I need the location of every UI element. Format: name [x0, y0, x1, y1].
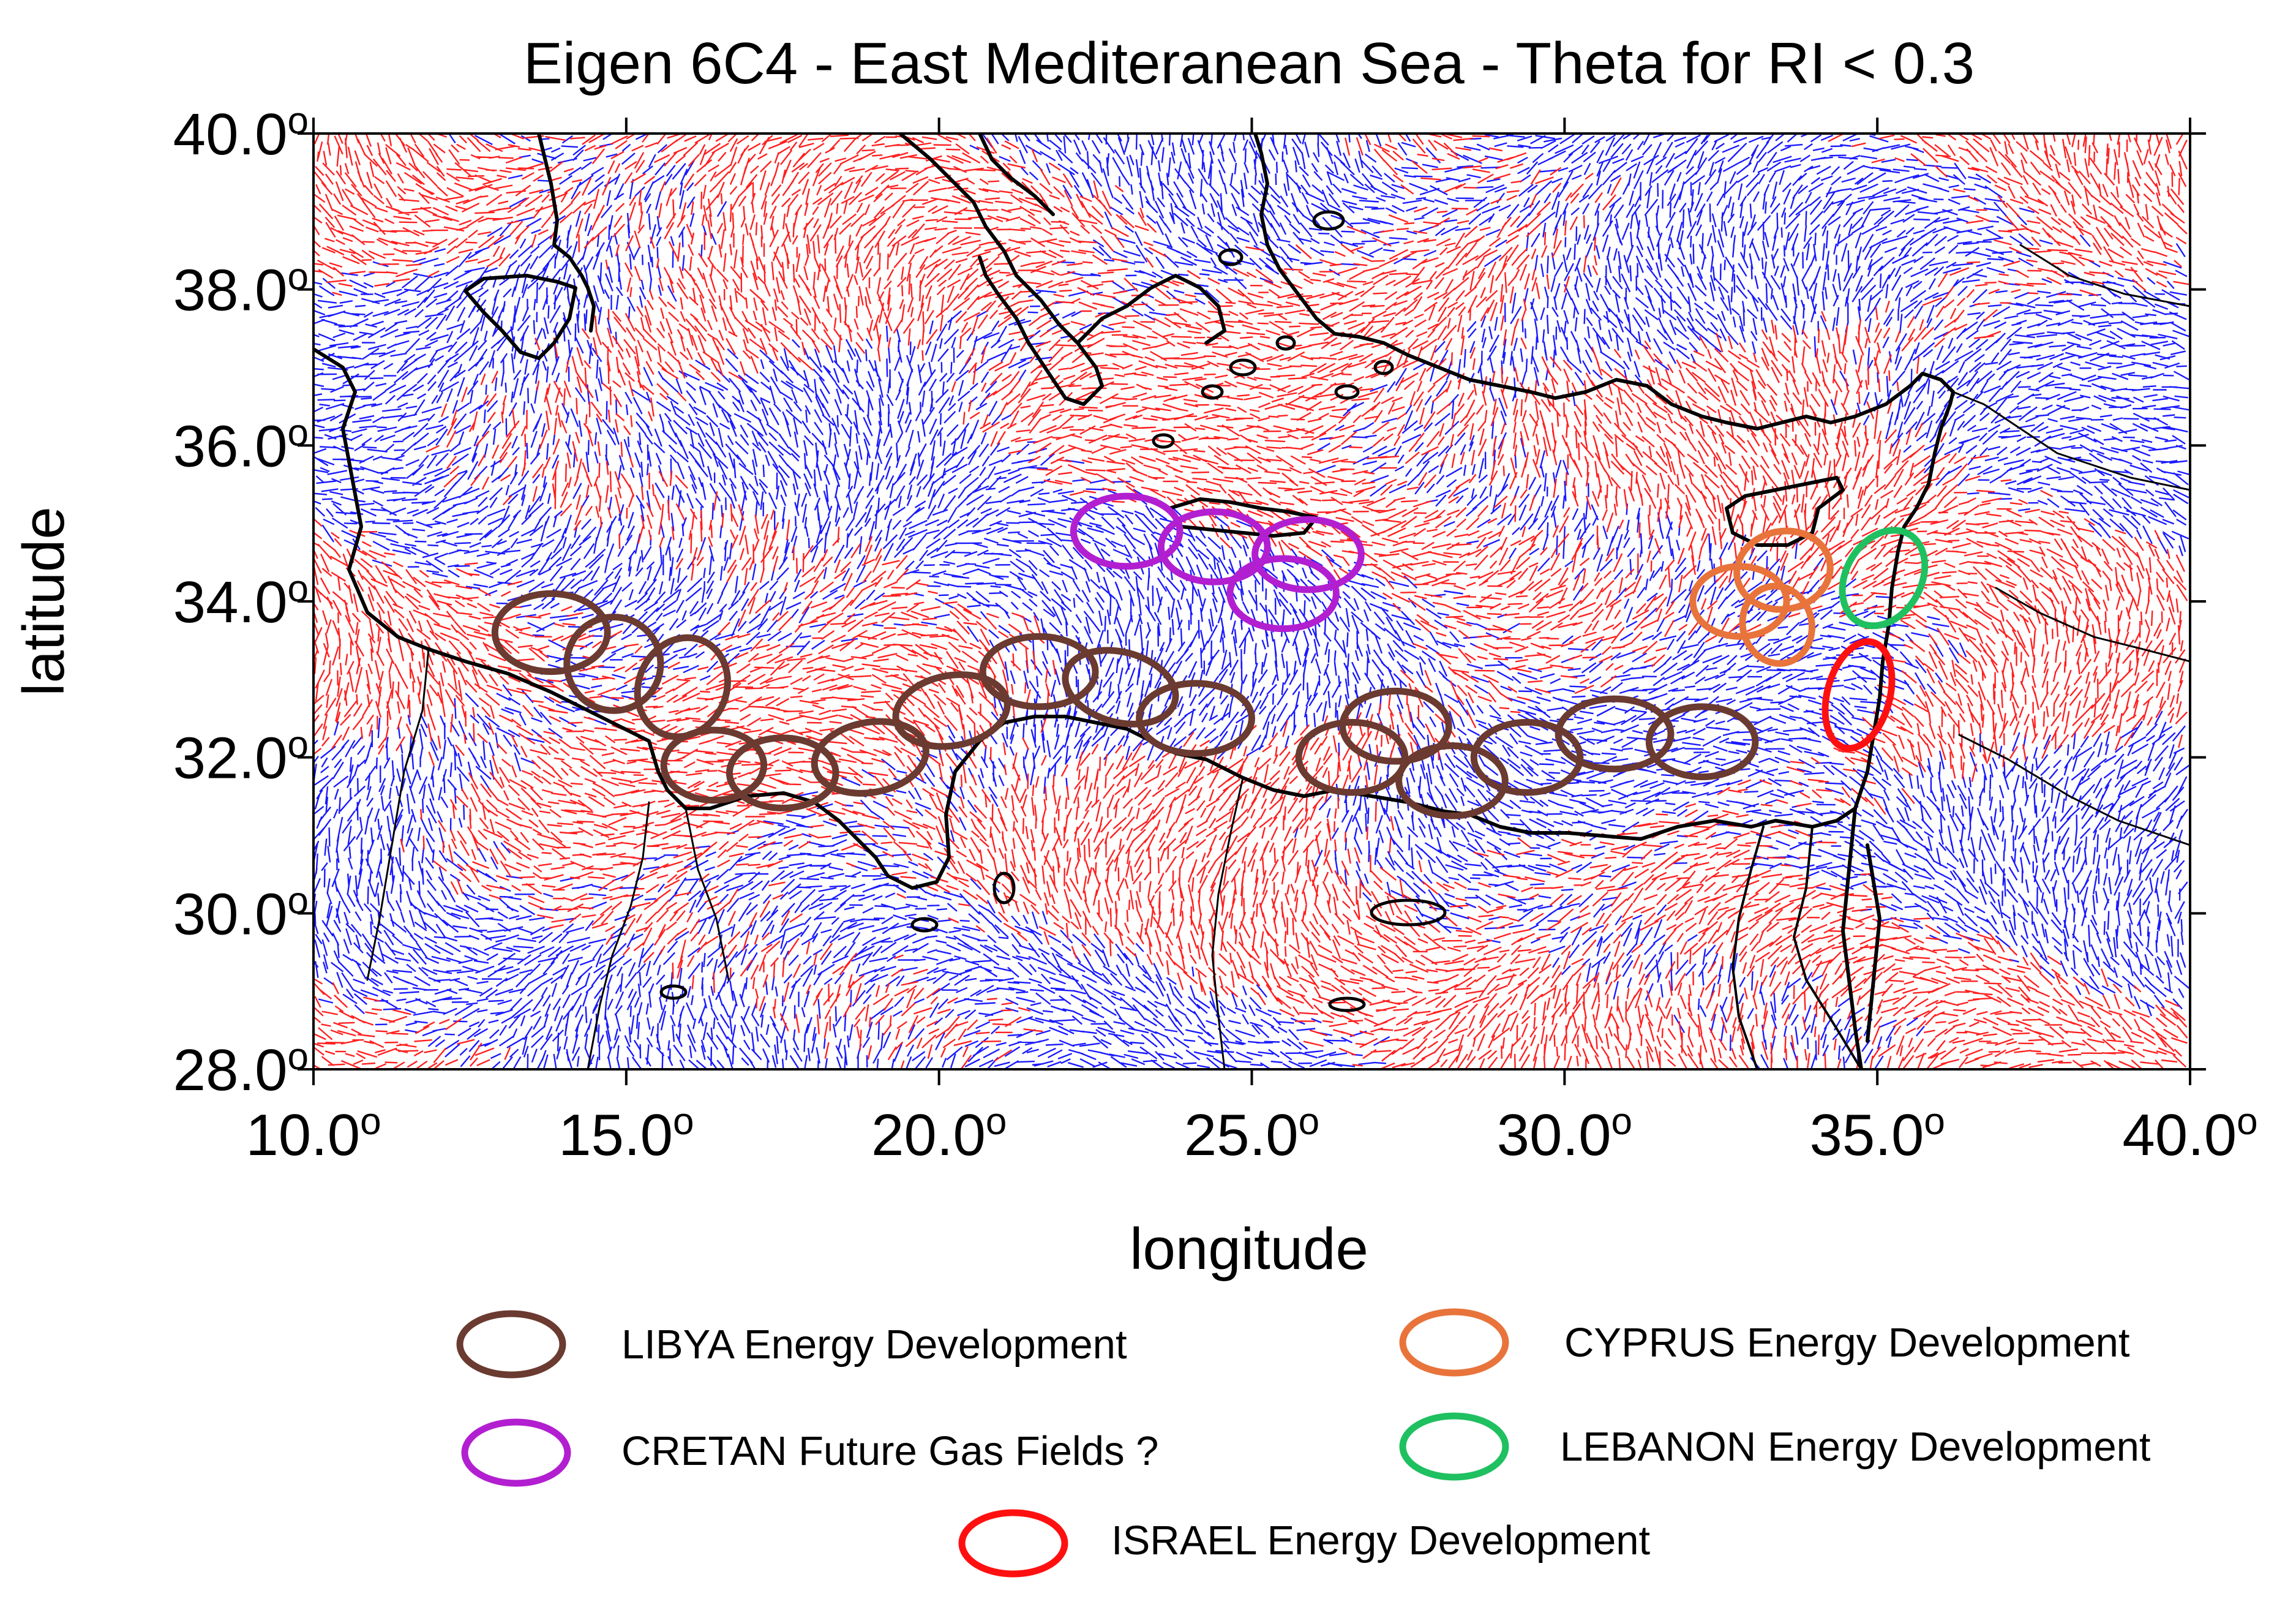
cyprus-zone-ellipse	[1739, 582, 1815, 667]
legend-label: LIBYA Energy Development	[621, 1322, 1127, 1368]
libya-zone-ellipse	[979, 633, 1099, 710]
coast-greece	[898, 134, 1226, 406]
libya-zone-ellipse	[491, 590, 611, 676]
island	[910, 917, 939, 933]
island	[659, 984, 688, 1000]
plot-background	[313, 134, 2190, 1069]
libya-zone-ellipse	[634, 634, 731, 740]
island	[1370, 898, 1447, 927]
coast-turkey	[1253, 134, 1704, 418]
libya-zone-ellipse	[1062, 647, 1179, 728]
coast-nile	[1731, 826, 1863, 1069]
y-tick-label: 30.0o	[173, 879, 309, 947]
island	[1218, 248, 1244, 266]
theta-vector-field	[313, 134, 2190, 1069]
legend-label: ISRAEL Energy Development	[1111, 1518, 1651, 1564]
cretan-zone-ellipse	[1251, 516, 1365, 593]
libya-zone-ellipse	[1555, 695, 1675, 773]
figure-title: Eigen 6C4 - East Mediteranean Sea - Thet…	[523, 31, 1975, 96]
x-tick-label: 20.0o	[871, 1101, 1007, 1168]
x-tick-label: 35.0o	[1810, 1101, 1945, 1168]
legend-swatch	[456, 1310, 566, 1379]
negative-theta-strokes	[313, 134, 2190, 1069]
cretan-zone-ellipse	[1157, 508, 1271, 585]
legend-label: CRETAN Future Gas Fields ?	[621, 1428, 1158, 1474]
island	[1275, 335, 1296, 351]
cretan-zone-ellipse	[1070, 492, 1184, 570]
legend-swatch	[461, 1418, 571, 1487]
island	[1201, 384, 1224, 400]
x-axis-label: longitude	[1130, 1216, 1368, 1282]
y-tick-label: 32.0o	[173, 724, 309, 791]
y-tick-label: 36.0o	[173, 412, 309, 479]
x-tick-label: 30.0o	[1497, 1101, 1632, 1168]
coast-crete	[1168, 497, 1318, 538]
x-tick-label: 15.0o	[558, 1101, 694, 1168]
y-tick-label: 28.0o	[173, 1036, 309, 1103]
x-tick-label: 10.0o	[246, 1101, 381, 1168]
island	[1334, 384, 1360, 400]
libya-zone-ellipse	[1645, 703, 1759, 780]
island	[1152, 433, 1175, 449]
legend-swatch	[1399, 1308, 1509, 1377]
y-tick-label: 40.0o	[173, 100, 309, 167]
axis-ticks: 10.0o 15.0o 20.0o 25.0o 30.0o 35.0o 40.0o 40.0o…	[173, 100, 2258, 1168]
legend-swatch	[958, 1509, 1068, 1578]
lebanon-zone-ellipse	[1839, 527, 1929, 630]
rivers-borders	[366, 244, 2190, 1069]
y-axis-label: latitude	[11, 506, 77, 696]
libya-zone-ellipse	[1395, 742, 1509, 819]
legend: LIBYA Energy Development CYPRUS Energy De…	[456, 1308, 2151, 1578]
legend-label: LEBANON Energy Development	[1560, 1424, 2151, 1470]
island	[1229, 358, 1257, 377]
island	[992, 871, 1016, 905]
libya-zone-ellipse	[1295, 718, 1409, 796]
y-tick-label: 38.0o	[173, 256, 309, 323]
island	[1373, 359, 1394, 375]
x-tick-label: 40.0o	[2122, 1101, 2257, 1168]
legend-label: CYPRUS Energy Development	[1564, 1320, 2130, 1366]
coast-north-africa	[313, 347, 1857, 890]
coast-sicily	[463, 274, 577, 360]
libya-zone-ellipse	[660, 726, 768, 804]
y-tick-label: 34.0o	[173, 568, 309, 635]
libya-zone-ellipse	[726, 734, 839, 811]
coast-sinai	[1841, 807, 1881, 1069]
libya-zone-ellipse	[563, 613, 664, 714]
libya-zone-ellipse	[1136, 680, 1256, 757]
x-tick-label: 25.0o	[1184, 1101, 1319, 1168]
cretan-zone-ellipse	[1226, 555, 1340, 633]
israel-zone-ellipse	[1821, 638, 1896, 752]
energy-zones	[491, 492, 1929, 819]
coast-italy	[537, 134, 596, 333]
libya-zone-ellipse	[1470, 718, 1584, 796]
libya-zone-ellipse	[1339, 687, 1452, 765]
island	[1312, 210, 1345, 231]
cyprus-zone-ellipse	[1733, 527, 1834, 613]
legend-swatch	[1399, 1412, 1509, 1481]
island	[1328, 996, 1366, 1012]
